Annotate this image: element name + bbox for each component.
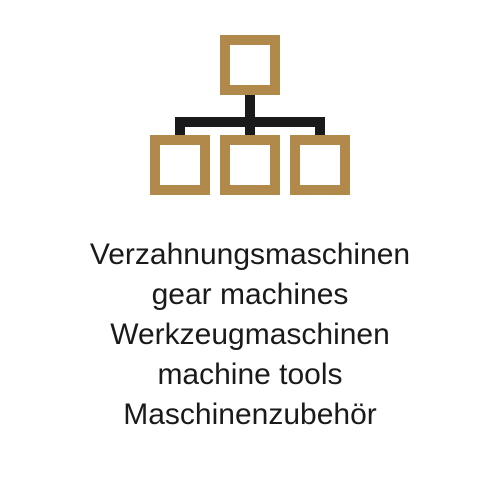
label-line-4: machine tools: [90, 355, 410, 395]
org-chart-icon: [145, 30, 355, 205]
category-labels: Verzahnungsmaschinen gear machines Werkz…: [90, 235, 410, 434]
label-line-1: Verzahnungsmaschinen: [90, 235, 410, 275]
label-line-5: Maschinenzubehör: [90, 395, 410, 435]
label-line-2: gear machines: [90, 275, 410, 315]
label-line-3: Werkzeugmaschinen: [90, 315, 410, 355]
